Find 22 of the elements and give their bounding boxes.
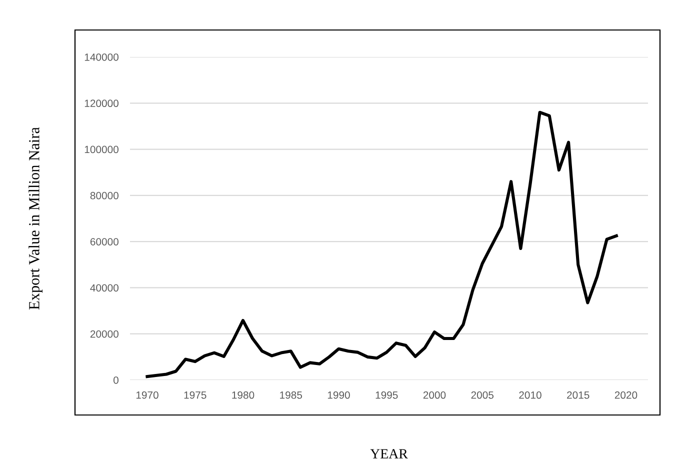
x-tick-label: 2000 (423, 391, 446, 399)
x-tick-label: 2015 (567, 391, 590, 399)
x-tick-label: 1985 (280, 391, 302, 399)
x-tick-label: 2020 (614, 391, 638, 399)
x-axis-title: YEAR (370, 449, 408, 458)
y-tick-label: 20000 (90, 330, 118, 338)
y-tick-label: 80000 (90, 192, 118, 200)
x-tick-label: 2005 (471, 391, 494, 399)
x-tick-label: 1970 (136, 391, 158, 399)
x-tick-label: 1990 (328, 391, 350, 399)
line-series (146, 110, 618, 378)
y-axis-title: Export Value in Million Naira (28, 127, 42, 310)
y-tick-label: 60000 (90, 238, 118, 246)
x-tick-label: 1980 (232, 391, 254, 399)
x-tick-label: 1995 (376, 391, 398, 399)
y-tick-label: 120000 (84, 100, 118, 108)
x-tick-label: 1975 (184, 391, 206, 399)
y-tick-label: 140000 (84, 54, 118, 61)
x-tick-label: 2010 (519, 391, 542, 399)
y-tick-label: 100000 (84, 146, 118, 154)
y-tick-label: 40000 (90, 284, 118, 292)
y-tick-label: 0 (114, 376, 118, 384)
